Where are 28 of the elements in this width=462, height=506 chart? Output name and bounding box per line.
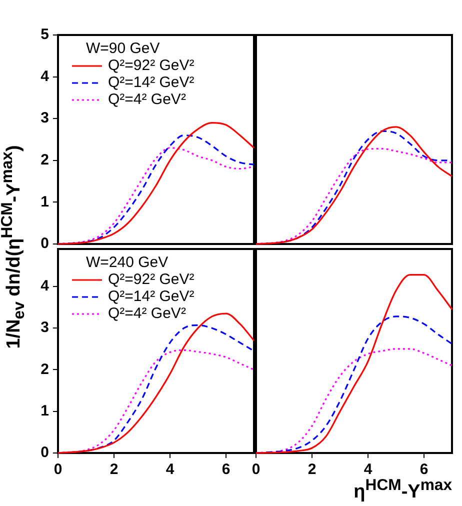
y-tick-label: 5 [40, 26, 49, 44]
y-tick-label: 4 [40, 68, 50, 85]
x-tick-label: 0 [54, 461, 62, 478]
x-tick-label: 6 [222, 461, 230, 478]
legend-label: Q²=92² GeV² [108, 271, 194, 288]
legend-label: Q²=4² GeV² [108, 305, 186, 322]
y-tick-label: 3 [40, 319, 49, 336]
x-axis-title: η$^{HCM}$-Y$^{max}$ [354, 477, 452, 504]
x-tick-label: 2 [110, 461, 118, 478]
y-tick-label: 1 [40, 193, 49, 210]
y-tick-label: 2 [40, 152, 49, 169]
legend-label: Q²=14² GeV² [108, 74, 194, 92]
legend-label: Q²=4² GeV² [108, 91, 186, 108]
x-tick-label: 6 [420, 461, 428, 478]
x-tick-label: 4 [166, 461, 175, 478]
y-tick-label: 2 [40, 360, 49, 378]
legend-title: W=240 GeV [86, 254, 168, 272]
y-tick-label: 4 [40, 278, 50, 295]
x-tick-label: 2 [308, 461, 316, 478]
y-tick-label: 0 [40, 444, 49, 462]
x-tick-label: 0 [252, 461, 260, 478]
legend-label: Q²=14² GeV² [108, 288, 194, 306]
y-tick-label: 3 [40, 110, 49, 127]
x-tick-label: 4 [364, 461, 373, 478]
y-tick-label: 1 [40, 402, 49, 420]
legend-title: W=90 GeV [86, 40, 160, 58]
y-tick-label: 0 [40, 235, 49, 252]
legend-label: Q²=92² GeV² [108, 57, 194, 74]
